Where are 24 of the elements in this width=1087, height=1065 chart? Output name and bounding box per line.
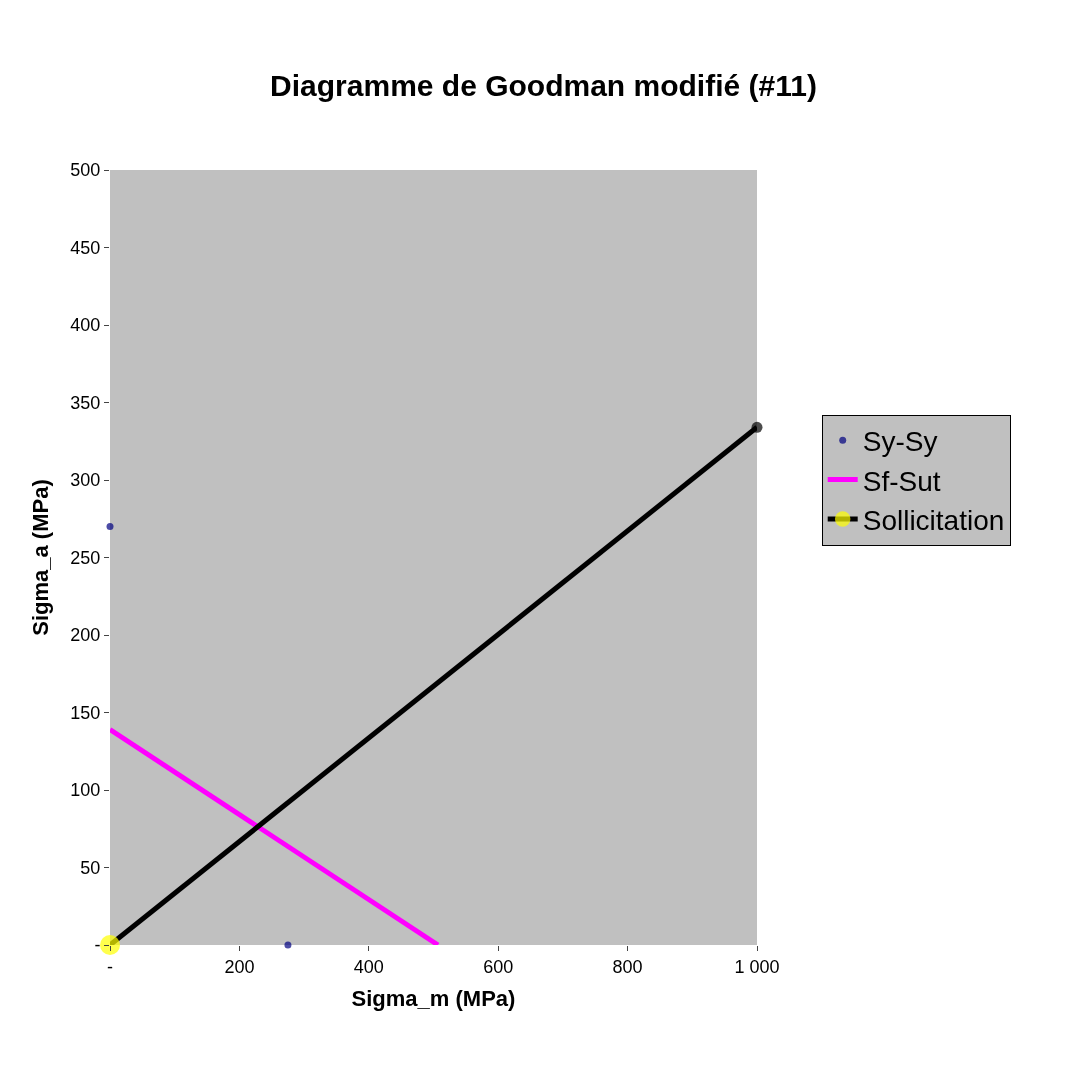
- y-tick-label: 100: [70, 780, 101, 801]
- chart-title: Diagramme de Goodman modifié (#11): [270, 68, 817, 102]
- x-axis-title: Sigma_m (MPa): [351, 986, 516, 1012]
- y-tick-label: 500: [70, 160, 101, 181]
- y-tick-label: 250: [70, 547, 101, 568]
- x-tick-label: 800: [612, 956, 643, 977]
- y-tick-label: 50: [80, 857, 101, 878]
- point: [284, 941, 292, 949]
- point: [106, 523, 114, 530]
- y-tick-label: 300: [70, 470, 101, 491]
- y-tick-label: 450: [70, 237, 101, 258]
- legend-label: Sf-Sut: [862, 465, 941, 497]
- x-tick-label: 200: [224, 956, 255, 977]
- y-tick-label: -: [94, 935, 101, 956]
- y-axis-title: Sigma_a (MPa): [28, 479, 54, 636]
- legend-label: Sy-Sy: [862, 426, 938, 458]
- x-tick-label: 400: [353, 956, 384, 977]
- x-tick-label: 600: [483, 956, 514, 977]
- y-tick-label: 200: [70, 625, 101, 646]
- y-tick-label: 150: [70, 702, 101, 723]
- y-tick-label: 400: [70, 315, 101, 336]
- y-tick-label: 350: [70, 392, 101, 413]
- x-tick-label: 1 000: [734, 956, 780, 977]
- legend-label: Sollicitation: [862, 504, 1005, 536]
